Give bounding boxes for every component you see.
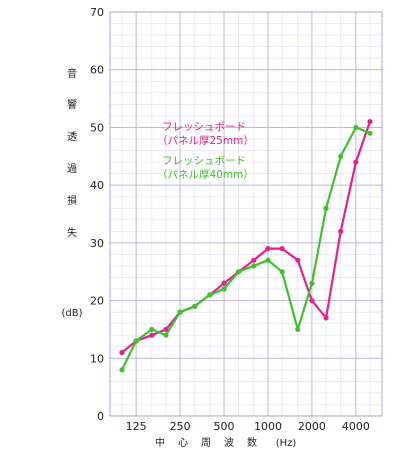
series-1-point	[251, 257, 257, 263]
legend-series-2-subname: （パネル厚40mm）	[157, 169, 254, 181]
series-2-point	[177, 309, 183, 315]
series-1-point	[309, 297, 315, 304]
y-axis-label-char: 失	[67, 226, 77, 239]
series-2-point	[338, 153, 344, 159]
series-2-point	[309, 280, 315, 286]
legend-series-2-name: フレッシュボード	[162, 155, 246, 167]
series-1-point	[279, 246, 285, 252]
y-axis-label-char: 音	[67, 67, 77, 80]
x-axis-label-char: 中	[155, 436, 165, 449]
series-2-point	[163, 332, 169, 338]
legend-series-1-subname: （パネル厚25mm）	[157, 135, 254, 147]
series-1-point	[265, 246, 271, 252]
series-1-point	[338, 228, 344, 234]
series-2-point	[221, 286, 227, 292]
series-1-point	[221, 280, 227, 286]
series-2-point	[149, 326, 155, 333]
y-tick-label: 50	[90, 121, 104, 134]
y-tick-label: 0	[97, 410, 104, 423]
series-points	[119, 119, 373, 373]
x-tick-label: 500	[214, 420, 235, 433]
y-tick-label: 60	[90, 64, 104, 77]
y-tick-label: 40	[90, 179, 104, 192]
y-axis-label-char: 透	[67, 131, 77, 143]
x-tick-labels: 125 250 500 1000 2000 4000	[126, 420, 370, 433]
series-2-point	[251, 263, 257, 269]
series-1-point	[163, 326, 169, 333]
plot-border	[109, 11, 383, 417]
series-1-point	[295, 257, 301, 263]
series-2-point	[133, 338, 139, 344]
x-tick-label: 125	[126, 420, 147, 433]
series-2-point	[353, 124, 359, 131]
series-2-point	[236, 269, 242, 275]
series-2-point	[119, 367, 125, 373]
y-tick-label: 10	[90, 352, 104, 365]
x-axis-unit: (Hz)	[276, 438, 297, 449]
series-1-point	[353, 159, 359, 165]
x-axis-label: 中 心 周 波数 (Hz)	[155, 436, 296, 449]
series-1-point	[323, 315, 329, 321]
legend: フレッシュボード （パネル厚25mm） フレッシュボード （パネル厚40mm）	[157, 121, 254, 181]
x-tick-label: 2000	[298, 420, 326, 433]
series-2-point	[192, 303, 198, 309]
series-1-point	[119, 349, 125, 356]
y-tick-label: 30	[90, 237, 104, 250]
x-axis-label-char: 数	[247, 436, 257, 449]
y-tick-labels: 0 10 20 30 40 50 60 70	[90, 6, 104, 423]
x-tick-label: 1000	[254, 420, 282, 433]
plot-background	[110, 12, 382, 416]
y-axis-label-char: 過	[67, 163, 77, 175]
y-axis-label-char: 響	[67, 98, 77, 111]
series-2-point	[367, 130, 373, 136]
series-1-point	[367, 119, 373, 125]
x-axis-label-char: 周	[201, 437, 211, 449]
series-2-point	[279, 269, 285, 275]
x-axis-label-char: 波	[224, 436, 234, 449]
y-tick-label: 20	[90, 295, 104, 308]
legend-series-1-name: フレッシュボード	[162, 121, 246, 133]
y-axis-label-char: 損	[67, 194, 77, 207]
x-axis-label-char: 心	[178, 437, 188, 449]
series-2-point	[323, 205, 329, 211]
series-2-point	[265, 257, 271, 263]
x-tick-label: 250	[170, 420, 191, 433]
series-1-point	[149, 332, 155, 338]
series-2-point	[295, 326, 301, 333]
y-axis-unit: (dB)	[61, 308, 82, 319]
series-2-point	[207, 292, 213, 298]
y-tick-label: 70	[90, 6, 104, 19]
x-tick-label: 4000	[342, 420, 370, 433]
